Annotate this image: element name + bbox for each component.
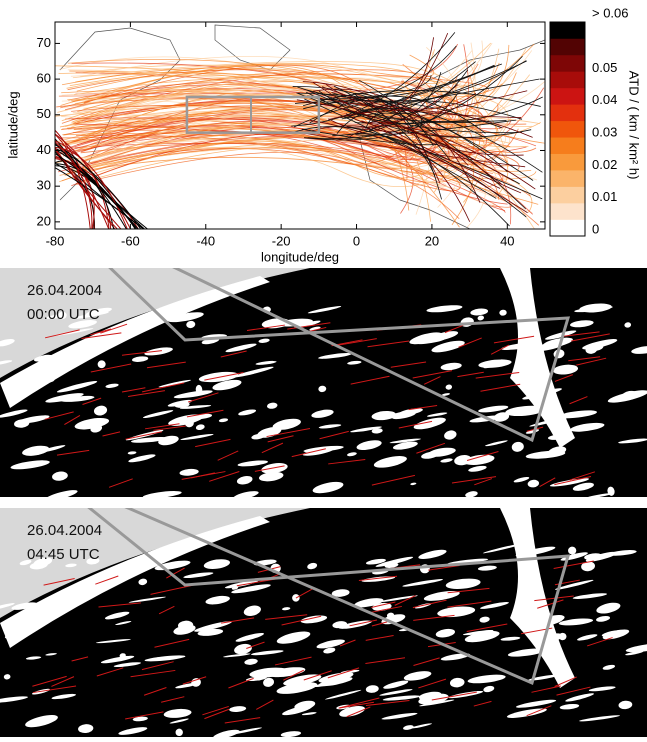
colorbar-tick-label: 0.05 bbox=[592, 60, 617, 75]
x-tick-label: 40 bbox=[500, 233, 514, 248]
colorbar-swatch bbox=[550, 121, 585, 138]
y-tick-label: 40 bbox=[37, 142, 51, 157]
figure: -80 -60 -40 -20 0 20 40 20 30 40 50 60 70 0 0.01 0.02 0.… bbox=[0, 0, 647, 737]
y-tick-label: 50 bbox=[37, 106, 51, 121]
x-tick-label: 20 bbox=[425, 233, 439, 248]
y-tick-label: 20 bbox=[37, 213, 51, 228]
y-tick-label: 60 bbox=[37, 71, 51, 86]
time-label: 04:45 UTC bbox=[27, 546, 100, 563]
colorbar-swatch bbox=[550, 104, 585, 121]
colorbar-swatch bbox=[550, 88, 585, 105]
colorbar-swatch bbox=[550, 137, 585, 154]
colorbar-label: ATD / ( km / km² h) bbox=[627, 71, 642, 180]
colorbar-tick-label: 0.04 bbox=[592, 92, 617, 107]
colorbar-tick-label: > 0.06 bbox=[592, 5, 629, 20]
time-label: 00:00 UTC bbox=[27, 306, 100, 323]
x-tick-label: -40 bbox=[196, 233, 215, 248]
colorbar-swatch bbox=[550, 22, 585, 39]
x-tick-label: 0 bbox=[353, 233, 360, 248]
colorbar-tick-label: 0.02 bbox=[592, 157, 617, 172]
colorbar-tick-label: 0.03 bbox=[592, 124, 617, 139]
plot-area bbox=[55, 22, 545, 230]
colorbar-swatch bbox=[550, 203, 585, 220]
date-label: 26.04.2004 bbox=[27, 282, 102, 299]
colorbar-swatch bbox=[550, 187, 585, 204]
colorbar-tick-label: 0.01 bbox=[592, 189, 617, 204]
map-panel: -80 -60 -40 -20 0 20 40 20 30 40 50 60 70 0 0.01 0.02 0.… bbox=[37, 5, 629, 248]
y-tick-label: 30 bbox=[37, 178, 51, 193]
satellite-panel bbox=[0, 472, 647, 737]
y-axis-label: latitude/deg bbox=[5, 91, 20, 158]
colorbar-swatch bbox=[550, 38, 585, 55]
colorbar-tick-label: 0 bbox=[592, 221, 599, 236]
colorbar-swatch bbox=[550, 170, 585, 187]
x-tick-label: -60 bbox=[121, 233, 140, 248]
x-tick-label: -80 bbox=[46, 233, 65, 248]
colorbar-swatch bbox=[550, 71, 585, 88]
y-tick-label: 70 bbox=[37, 35, 51, 50]
colorbar-swatch bbox=[550, 55, 585, 72]
colorbar-swatch bbox=[550, 220, 585, 237]
date-label: 26.04.2004 bbox=[27, 522, 102, 539]
x-axis-label: longitude/deg bbox=[261, 249, 339, 264]
colorbar-swatch bbox=[550, 154, 585, 171]
x-tick-label: -20 bbox=[272, 233, 291, 248]
